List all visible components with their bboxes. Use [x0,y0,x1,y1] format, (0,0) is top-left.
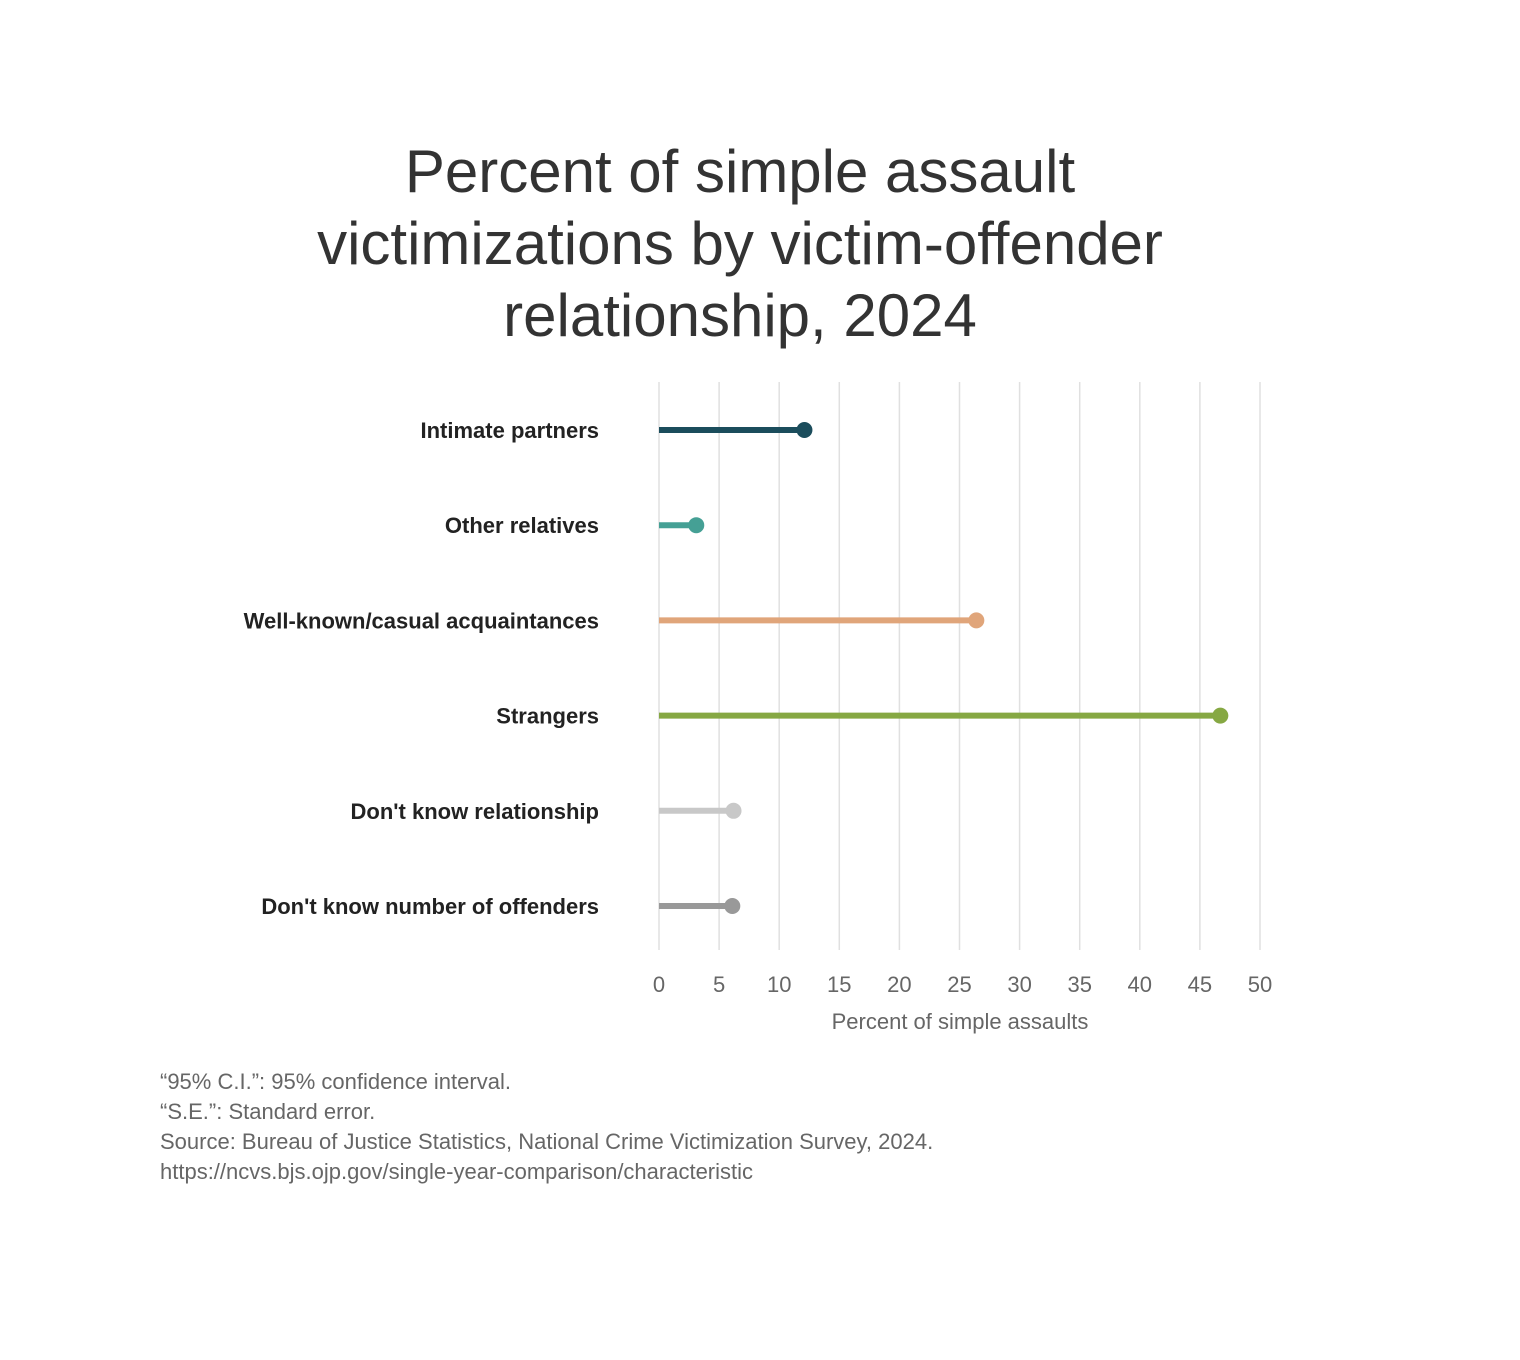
footnote-ci: “95% C.I.”: 95% confidence interval. [160,1069,511,1094]
x-tick-label: 20 [887,972,911,997]
chart-title-line: victimizations by victim-offender [317,210,1163,277]
footnotes: “95% C.I.”: 95% confidence interval. “S.… [160,1067,1360,1187]
x-axis-ticks: 0 5 10 15 20 25 30 35 40 45 50 [653,972,1272,997]
category-label: Well-known/casual acquaintances [244,608,599,633]
gridlines [658,382,1261,950]
lollipop-point [796,422,813,438]
lollipop-point [1212,707,1229,724]
category-label: Don't know number of offenders [261,894,599,919]
x-axis-label: Percent of simple assaults [832,1009,1089,1034]
category-label: Other relatives [445,513,599,538]
category-label: Don't know relationship [351,799,599,824]
x-tick-label: 0 [653,972,665,997]
x-tick-label: 15 [827,972,851,997]
x-tick-label: 50 [1248,972,1272,997]
lollipop-point [968,612,985,629]
footnote-se: “S.E.”: Standard error. [160,1099,376,1124]
footnote-url: https://ncvs.bjs.ojp.gov/single-year-com… [160,1159,754,1184]
category-label: Strangers [496,704,599,729]
x-tick-label: 45 [1188,972,1212,997]
chart-title-line: Percent of simple assault [404,138,1076,205]
x-tick-label: 35 [1067,972,1091,997]
chart-title: Percent of simple assault victimizations… [260,136,1220,352]
x-tick-label: 40 [1128,972,1152,997]
data-marks [659,422,1229,914]
lollipop-chart: 0 5 10 15 20 25 30 35 40 45 50 Intimate partners Ot… [244,382,1272,1034]
lollipop-point [725,802,742,819]
category-label: Intimate partners [421,418,600,443]
x-tick-label: 5 [713,972,725,997]
chart-title-line: relationship, 2024 [503,282,977,349]
x-tick-label: 10 [767,972,791,997]
lollipop-point [688,517,705,534]
x-tick-label: 30 [1007,972,1031,997]
footnote-source: Source: Bureau of Justice Statistics, Na… [160,1129,934,1154]
x-tick-label: 25 [947,972,971,997]
category-labels: Intimate partners Other relatives Well-kno… [244,418,599,919]
lollipop-point [724,898,741,914]
